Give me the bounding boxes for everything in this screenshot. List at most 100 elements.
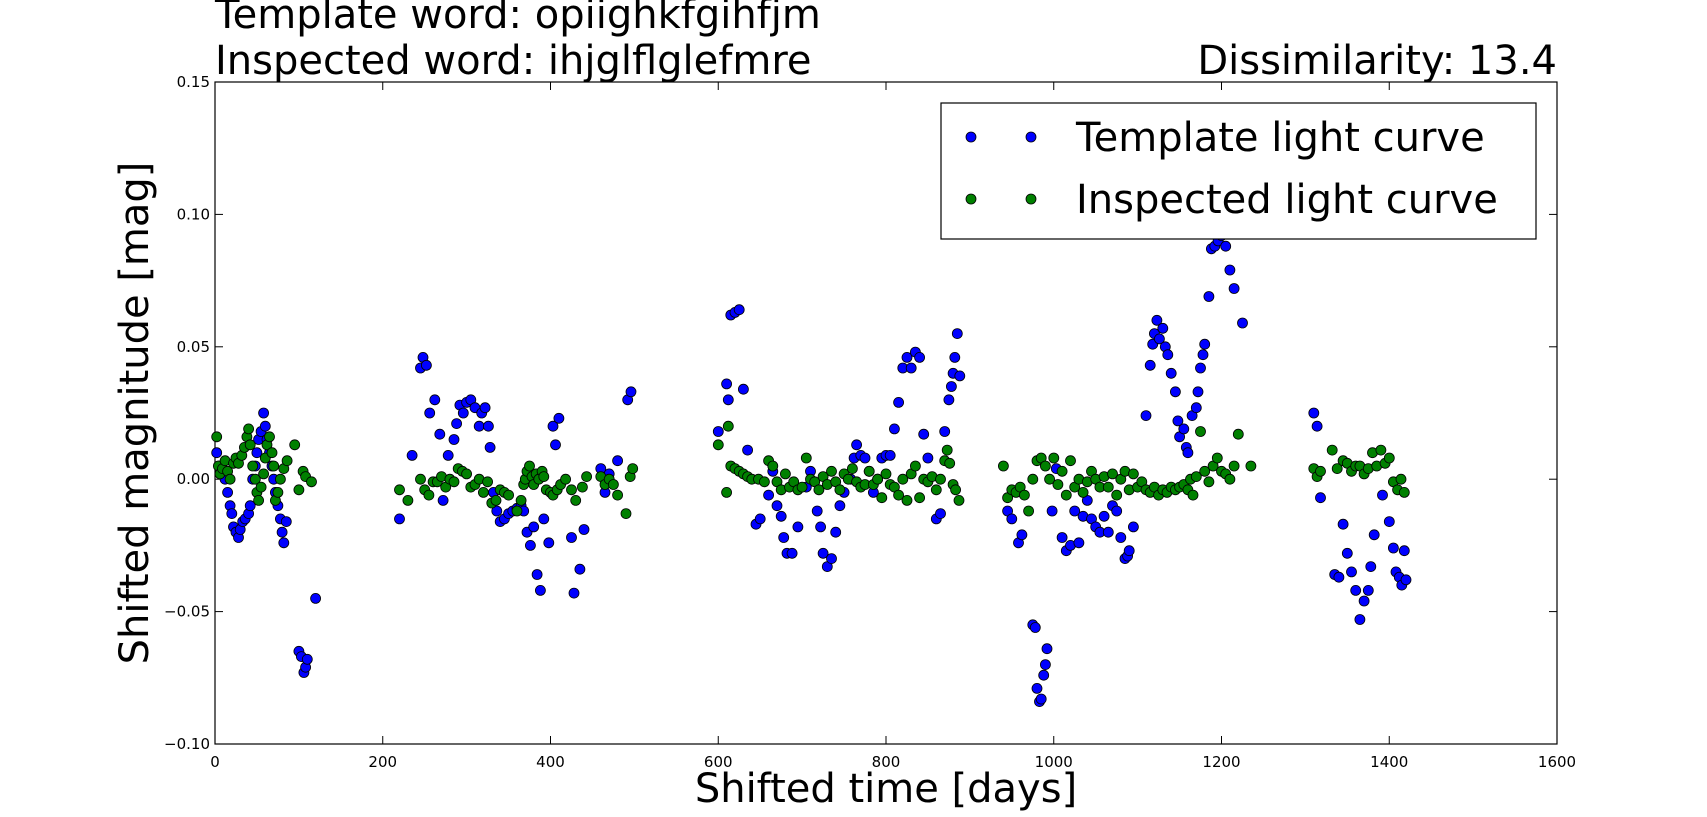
y-tick-label: 0.10 — [177, 205, 210, 223]
inspected-point — [1331, 463, 1343, 475]
y-axis-label: Shifted magnitude [mag] — [112, 162, 158, 665]
inspected-point — [620, 508, 632, 519]
inspected-point — [998, 460, 1009, 472]
template-point — [538, 513, 550, 525]
template-point — [826, 553, 837, 564]
inspected-point — [876, 492, 888, 504]
y-tick-label: 0.00 — [177, 470, 210, 488]
template-point — [1350, 585, 1362, 596]
template-point — [884, 449, 896, 461]
template-point — [278, 537, 290, 549]
template-point — [1197, 349, 1209, 361]
inspected-point — [394, 484, 405, 496]
inspected-point — [1190, 471, 1202, 483]
template-point — [1123, 545, 1135, 557]
template-point — [1383, 516, 1395, 527]
template-point — [859, 452, 871, 464]
inspected-point — [1326, 444, 1338, 456]
x-tick-label: 1600 — [1538, 753, 1576, 771]
template-point — [712, 426, 724, 437]
legend-marker-template — [1025, 131, 1037, 143]
inspected-point — [272, 486, 284, 498]
template-point — [211, 447, 223, 459]
template-point — [394, 513, 405, 525]
inspected-point — [293, 484, 305, 496]
template-point — [482, 420, 494, 432]
inspected-point — [503, 489, 515, 501]
template-point — [792, 521, 804, 533]
template-point — [1069, 505, 1081, 517]
inspected-point — [1040, 460, 1051, 472]
inspected-point — [1224, 473, 1236, 485]
template-point — [1038, 669, 1050, 681]
inspected-point — [249, 473, 261, 485]
template-point — [566, 532, 577, 543]
inspected-point — [901, 494, 913, 506]
template-point — [280, 516, 292, 527]
template-point — [612, 455, 623, 467]
inspected-point — [1027, 473, 1039, 485]
inspected-point — [461, 468, 473, 480]
y-tick-label: −0.10 — [164, 735, 210, 753]
template-point — [922, 452, 934, 464]
template-point — [484, 441, 496, 453]
inspected-point — [1315, 465, 1326, 477]
inspected-point — [577, 481, 588, 493]
template-point — [1073, 537, 1085, 549]
inspected-point — [566, 484, 577, 496]
template-point — [420, 359, 432, 371]
inspected-point — [930, 484, 942, 496]
inspected-point — [1195, 426, 1206, 437]
inspected-point — [253, 494, 265, 506]
template-point — [531, 569, 543, 580]
inspected-point — [1375, 444, 1387, 456]
template-point — [553, 412, 565, 424]
template-point — [310, 593, 322, 604]
template-point — [1165, 367, 1177, 379]
inspected-word: Inspected word: ihjglflglefmre — [215, 38, 812, 84]
template-point — [448, 434, 460, 445]
template-point — [578, 524, 590, 535]
x-tick-labels: 0 200 400 600 800 1000 1200 1400 1600 — [210, 753, 1576, 771]
legend-marker-template — [965, 131, 977, 143]
template-point — [1203, 291, 1215, 302]
template-point — [754, 513, 766, 525]
inspected-point — [258, 468, 270, 480]
inspected-point — [1398, 486, 1410, 498]
template-point — [1400, 574, 1412, 586]
y-tick-labels: −0.10 −0.05 0.00 0.05 0.10 0.15 — [164, 73, 210, 753]
template-point — [1192, 386, 1204, 398]
template-point — [771, 500, 783, 512]
template-point — [442, 449, 454, 461]
template-point — [914, 351, 925, 363]
x-tick-label: 400 — [536, 753, 565, 771]
template-point — [738, 383, 749, 395]
template-point — [574, 563, 586, 575]
inspected-point — [511, 505, 523, 517]
template-point — [905, 362, 917, 374]
template-point — [851, 439, 862, 451]
template-point — [721, 378, 732, 390]
template-point — [406, 449, 418, 461]
template-point — [1398, 545, 1410, 557]
inspected-point — [893, 489, 904, 501]
inspected-point — [759, 476, 770, 488]
x-tick-label: 0 — [210, 753, 220, 771]
template-point — [301, 653, 313, 665]
template-point — [742, 444, 753, 456]
template-point — [830, 526, 842, 538]
template-point — [1308, 407, 1320, 419]
inspected-point — [482, 476, 494, 488]
template-point — [259, 420, 271, 432]
template-point — [491, 505, 503, 517]
x-tick-label: 600 — [704, 753, 733, 771]
template-point — [1170, 386, 1181, 398]
inspected-point — [268, 460, 280, 472]
inspected-point — [872, 473, 883, 485]
template-point — [1031, 683, 1043, 694]
x-tick-label: 200 — [368, 753, 397, 771]
template-point — [1029, 622, 1041, 633]
template-point — [1228, 283, 1240, 294]
template-point — [1046, 505, 1058, 517]
